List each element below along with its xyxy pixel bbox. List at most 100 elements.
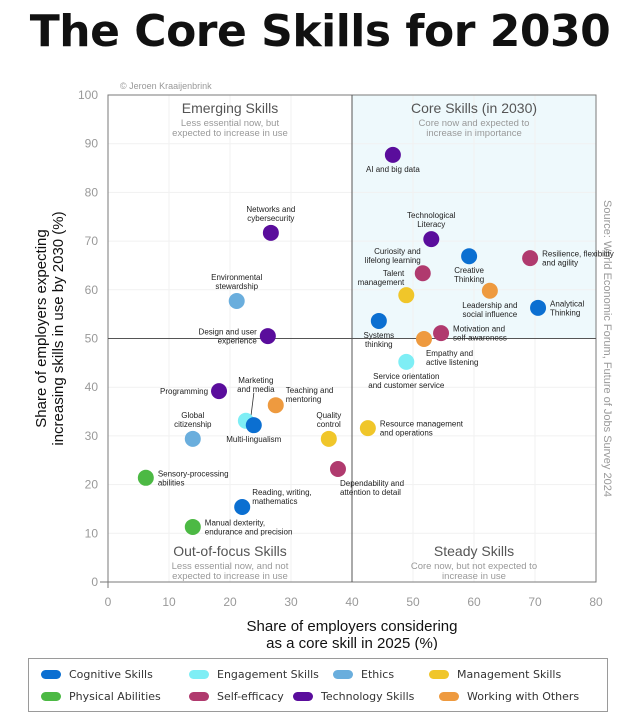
legend: Cognitive Skills Engagement Skills Ethic… [28,658,608,712]
data-point [522,250,539,267]
chart-title: The Core Skills for 2030 [29,6,611,57]
x-tick-label: 50 [406,595,420,609]
data-point-label: and operations [380,429,433,438]
data-point-label: mathematics [252,497,297,506]
legend-item-cognitive-skills: Cognitive Skills [41,668,153,681]
data-point-label: mentoring [286,395,322,404]
data-point [423,231,440,248]
y-tick-label: 40 [85,380,99,394]
data-point [398,287,415,304]
y-axis-label: increasing skills in use by 2030 (%) [50,211,67,445]
quadrant-subtitle: Less essential now, and not [172,561,289,572]
copyright-text: © Jeroen Kraaijenbrink [120,81,212,91]
legend-item-technology-skills: Technology Skills [293,690,414,703]
data-point-label: Multi-lingualism [226,435,281,444]
data-point-label: Talent [383,269,405,278]
x-axis-label: Share of employers considering [247,618,458,635]
data-point-label: attention to detail [340,488,401,497]
legend-item-working-with-others: Working with Others [439,690,579,703]
legend-item-management-skills: Management Skills [429,668,561,681]
data-point-label: Programming [160,387,208,396]
data-point-label: Quality [316,411,341,420]
quadrant-title: Emerging Skills [182,100,278,116]
quadrant-subtitle: increase in use [442,571,506,582]
legend-item-ethics: Ethics [333,668,394,681]
data-point-label: Marketing [238,376,273,385]
data-point [234,499,251,516]
data-point-label: endurance and precision [205,527,293,536]
data-point-label: Empathy and [426,349,473,358]
data-point-label: Systems [364,331,395,340]
data-point [259,328,276,345]
quadrant-subtitle: expected to increase in use [172,128,288,139]
legend-label: Cognitive Skills [69,668,153,681]
legend-item-engagement-skills: Engagement Skills [189,668,319,681]
y-tick-label: 70 [85,234,99,248]
data-point [530,299,547,316]
data-point-label: stewardship [215,282,258,291]
data-point [415,330,432,347]
y-tick-label: 0 [91,575,98,589]
data-point-label: Technological [407,211,456,220]
y-tick-label: 10 [85,526,99,540]
data-point [461,248,478,265]
data-point-label: Environmental [211,273,262,282]
data-point-label: management [358,278,405,287]
data-point-label: Manual dexterity, [205,518,265,527]
data-point-label: Resilience, flexibility [542,250,614,259]
legend-swatch [41,670,61,679]
data-point [370,312,387,329]
x-tick-label: 60 [467,595,481,609]
quadrant-subtitle: Less essential now, but [181,118,280,129]
data-point [384,146,401,163]
data-point-label: and customer service [368,381,445,390]
data-point [433,325,450,342]
quadrant-title: Out-of-focus Skills [173,543,287,559]
x-tick-label: 30 [284,595,298,609]
legend-swatch [293,692,313,701]
legend-label: Management Skills [457,668,562,681]
data-point-label: Teaching and [286,386,334,395]
x-tick-label: 70 [528,595,542,609]
legend-swatch [41,692,61,701]
legend-swatch [439,692,459,701]
y-tick-label: 60 [85,283,99,297]
data-point [262,224,279,241]
legend-label: Working with Others [467,690,580,703]
data-point-label: active listening [426,358,478,367]
data-point [481,282,498,299]
data-point-label: Design and user [199,328,258,337]
legend-item-self-efficacy: Self-efficacy [189,690,284,703]
data-point-label: abilities [158,478,185,487]
data-point [211,383,228,400]
data-point-label: Leadership and [462,301,517,310]
legend-swatch [333,670,353,679]
data-point-label: Reading, writing, [252,488,312,497]
data-point-label: Thinking [550,308,580,317]
x-tick-label: 0 [105,595,112,609]
y-tick-label: 50 [85,332,99,346]
x-tick-label: 80 [589,595,603,609]
legend-swatch [189,670,209,679]
data-point-label: Sensory-processing [158,469,229,478]
legend-label: Engagement Skills [217,668,319,681]
data-point [329,461,346,478]
data-point-label: Curiosity and [374,247,421,256]
y-tick-label: 80 [85,185,99,199]
x-tick-label: 20 [223,595,237,609]
data-point-label: Service orientation [373,372,439,381]
quadrant-subtitle: Core now and expected to [419,118,530,129]
data-point-label: Resource management [380,420,464,429]
y-tick-label: 30 [85,429,99,443]
data-point-label: citizenship [174,420,212,429]
legend-label: Technology Skills [321,690,415,703]
y-axis-label: Share of employers expecting [33,229,50,427]
data-point-label: and agility [542,259,578,268]
data-point-label: cybersecurity [247,214,294,223]
data-point [320,430,337,447]
data-point [228,293,245,310]
data-point [414,265,431,282]
x-tick-label: 10 [162,595,176,609]
data-point-label: Thinking [454,275,484,284]
legend-swatch [189,692,209,701]
